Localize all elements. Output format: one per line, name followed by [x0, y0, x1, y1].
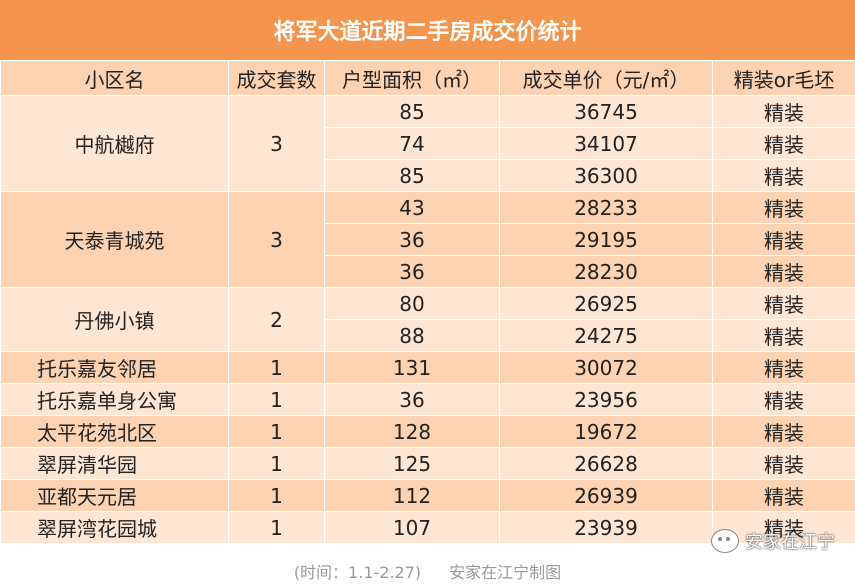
- table-body: 中航樾府 3 85 36745 精装 74 34107 精装 85 36300 精装 天泰青城苑 3 43…: [0, 95, 855, 544]
- table-row: 36 28230 精装: [1, 255, 855, 288]
- decor-status: 精装: [712, 255, 855, 288]
- decor-status: 精装: [712, 223, 855, 256]
- header-count: 成交套数: [228, 60, 325, 96]
- decor-status: 精装: [712, 383, 855, 416]
- table-row: 翠屏清华园 1 125 26628 精装: [0, 447, 855, 480]
- decor-status: 精装: [712, 95, 855, 128]
- unit-price: 19672: [499, 415, 713, 448]
- community-name: 亚都天元居: [0, 479, 229, 512]
- table-row: 中航樾府 3 85 36745 精装: [0, 95, 855, 192]
- table-row: 太平花苑北区 1 128 19672 精装: [0, 415, 855, 448]
- decor-status: 精装: [712, 159, 855, 192]
- footer-credit: 安家在江宁制图: [449, 563, 562, 582]
- unit-area: 128: [324, 415, 500, 448]
- table-row: 85 36300 精装: [1, 159, 855, 192]
- footer: (时间：1.1-2.27) 安家在江宁制图: [0, 556, 855, 586]
- unit-price: 28233: [499, 191, 713, 224]
- unit-price: 29195: [499, 223, 713, 256]
- community-name: 太平花苑北区: [0, 415, 229, 448]
- unit-price: 23939: [499, 511, 713, 544]
- community-name: 丹佛小镇: [0, 287, 229, 352]
- price-table: 小区名 成交套数 户型面积（㎡） 成交单价（元/㎡） 精装or毛坯 中航樾府 3 8…: [0, 60, 855, 544]
- table-header-row: 小区名 成交套数 户型面积（㎡） 成交单价（元/㎡） 精装or毛坯: [0, 60, 855, 96]
- unit-price: 23956: [499, 383, 713, 416]
- unit-price: 24275: [499, 319, 713, 352]
- unit-area: 74: [324, 127, 500, 160]
- table-row: 托乐嘉友邻居 1 131 30072 精装: [0, 351, 855, 384]
- community-name: 托乐嘉单身公寓: [0, 383, 229, 416]
- unit-area: 107: [324, 511, 500, 544]
- watermark: 安家在江宁: [711, 528, 835, 554]
- deal-count: 1: [228, 351, 325, 384]
- unit-area: 88: [324, 319, 500, 352]
- table-row: 翠屏湾花园城 1 107 23939 精装: [0, 511, 855, 544]
- wechat-icon: [711, 529, 739, 553]
- unit-price: 36300: [499, 159, 713, 192]
- unit-price: 30072: [499, 351, 713, 384]
- deal-count: 1: [228, 447, 325, 480]
- unit-price: 34107: [499, 127, 713, 160]
- unit-area: 112: [324, 479, 500, 512]
- community-name: 翠屏清华园: [0, 447, 229, 480]
- decor-status: 精装: [712, 319, 855, 352]
- header-community: 小区名: [0, 60, 229, 96]
- unit-price: 26628: [499, 447, 713, 480]
- table-row: 天泰青城苑 3 43 28233 精装: [0, 191, 855, 288]
- table-row: 36 29195 精装: [1, 223, 855, 256]
- deal-count: 1: [228, 511, 325, 544]
- unit-area: 36: [324, 255, 500, 288]
- community-name: 托乐嘉友邻居: [0, 351, 229, 384]
- decor-status: 精装: [712, 415, 855, 448]
- watermark-text: 安家在江宁: [745, 532, 835, 553]
- decor-status: 精装: [712, 447, 855, 480]
- decor-status: 精装: [712, 479, 855, 512]
- community-name: 翠屏湾花园城: [0, 511, 229, 544]
- community-name: 中航樾府: [0, 95, 229, 192]
- table-row: 丹佛小镇 2 80 26925 精装: [0, 287, 855, 352]
- page-title: 将军大道近期二手房成交价统计: [0, 0, 855, 60]
- table-row: 托乐嘉单身公寓 1 36 23956 精装: [0, 383, 855, 416]
- unit-area: 36: [324, 383, 500, 416]
- unit-area: 125: [324, 447, 500, 480]
- unit-area: 80: [324, 287, 500, 320]
- decor-status: 精装: [712, 191, 855, 224]
- header-price: 成交单价（元/㎡）: [499, 60, 713, 96]
- unit-price: 26925: [499, 287, 713, 320]
- header-decor: 精装or毛坯: [712, 60, 855, 96]
- table-row: 74 34107 精装: [1, 127, 855, 160]
- decor-status: 精装: [712, 127, 855, 160]
- unit-area: 131: [324, 351, 500, 384]
- unit-area: 85: [324, 159, 500, 192]
- deal-count: 3: [228, 95, 325, 192]
- footer-date: (时间：1.1-2.27): [293, 563, 422, 582]
- deal-count: 3: [228, 191, 325, 288]
- header-area: 户型面积（㎡）: [324, 60, 500, 96]
- deal-count: 1: [228, 383, 325, 416]
- table-row: 亚都天元居 1 112 26939 精装: [0, 479, 855, 512]
- decor-status: 精装: [712, 287, 855, 320]
- decor-status: 精装: [712, 351, 855, 384]
- unit-area: 85: [324, 95, 500, 128]
- unit-price: 36745: [499, 95, 713, 128]
- deal-count: 2: [228, 287, 325, 352]
- unit-price: 26939: [499, 479, 713, 512]
- community-name: 天泰青城苑: [0, 191, 229, 288]
- unit-area: 36: [324, 223, 500, 256]
- unit-area: 43: [324, 191, 500, 224]
- unit-price: 28230: [499, 255, 713, 288]
- deal-count: 1: [228, 415, 325, 448]
- deal-count: 1: [228, 479, 325, 512]
